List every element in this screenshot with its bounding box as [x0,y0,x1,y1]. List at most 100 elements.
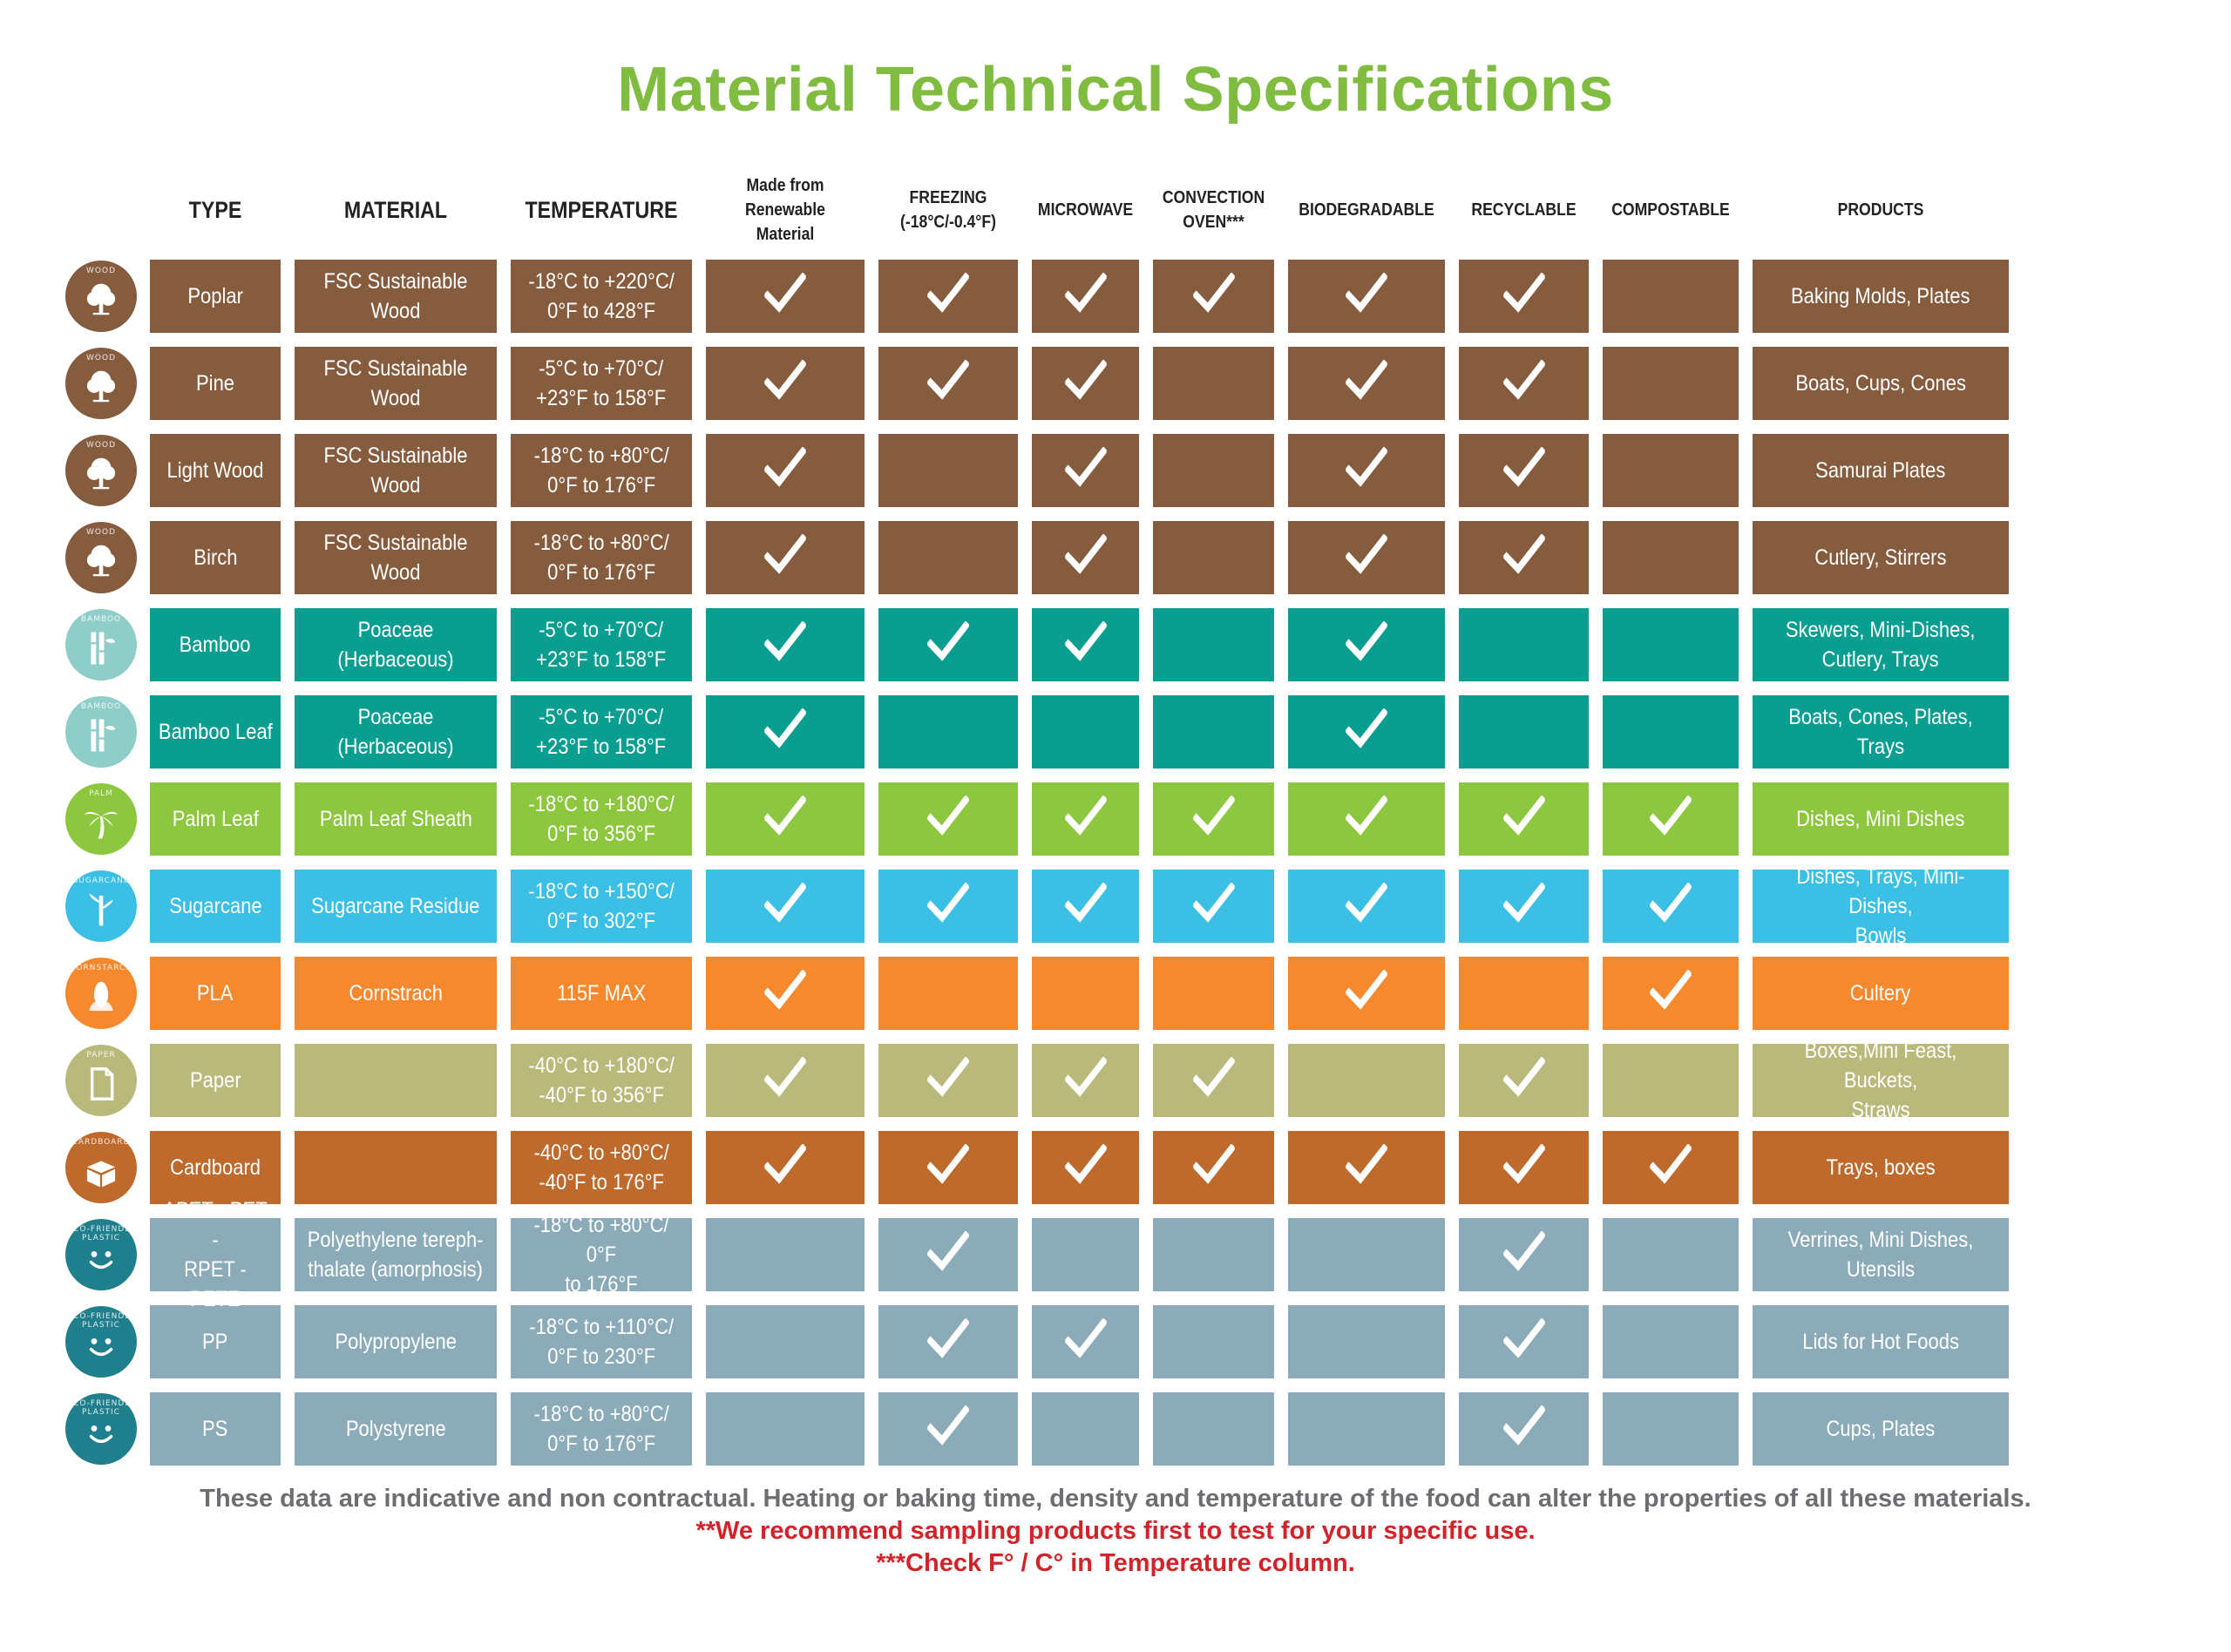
row-icon-cell: PAPER [59,1044,143,1117]
products-cell-bamboo: Skewers, Mini-Dishes, Cutlery, Trays [1753,608,2009,681]
type-cell-ps-text: PS [202,1417,228,1441]
bamboo-icon: BAMBOO [65,609,137,680]
compostable-cell-sugarcane [1603,870,1739,943]
renewable-cell-poplar [706,260,865,333]
compostable-cell-apet-pet-rpet-pete [1603,1218,1739,1291]
renewable-cell-palm-leaf [706,782,865,856]
microwave-cell-bamboo [1032,608,1139,681]
checkmark-icon [1191,881,1236,931]
checkmark-icon [1502,794,1546,843]
header-compostable: COMPOSTABLE [1611,200,1730,220]
material-cell-ps: Polystyrene [295,1392,497,1466]
freezing-cell-ps [878,1392,1018,1466]
products-cell-palm-leaf-text: Dishes, Mini Dishes [1796,807,1965,831]
checkmark-icon [1063,620,1108,669]
products-cell-birch-text: Cutlery, Stirrers [1814,545,1947,570]
microwave-cell-ps [1032,1392,1139,1466]
freezing-cell-pine [878,347,1018,420]
type-cell-bamboo-leaf: Bamboo Leaf [150,695,281,768]
products-cell-paper: Boxes,Mini Feast, Buckets, Straws [1753,1039,2009,1122]
checkmark-icon [1063,1055,1108,1105]
header-temperature: TEMPERATURE [525,197,678,223]
type-cell-cardboard-text: Cardboard [170,1155,261,1180]
products-cell-pp: Lids for Hot Foods [1753,1305,2009,1378]
type-cell-paper-text: Paper [189,1068,241,1093]
recyclable-cell-pine [1459,347,1589,420]
icon-label: WOOD [86,528,116,537]
icon-label: PAPER [86,1051,116,1060]
type-cell-pp-text: PP [202,1330,228,1354]
type-cell-sugarcane: Sugarcane [150,870,281,943]
smiley-icon: ECO-FRIENDLY PLASTIC [65,1306,137,1378]
type-cell-light-wood: Light Wood [150,434,281,507]
icon-label: ECO-FRIENDLY PLASTIC [67,1399,135,1417]
products-cell-apet-pet-rpet-pete-text: Verrines, Mini Dishes, Utensils [1787,1228,1974,1282]
products-cell-sugarcane: Dishes, Trays, Mini-Dishes, Bowls [1753,864,2009,948]
temperature-cell-pine-text: -5°C to +70°C/ +23°F to 158°F [536,356,667,410]
convection-cell-paper [1153,1044,1274,1117]
compostable-cell-palm-leaf [1603,782,1739,856]
header-freezing: FREEZING (-18°C/-0.4°F) [900,188,996,232]
checkmark-icon [926,271,971,321]
microwave-cell-poplar [1032,260,1139,333]
checkmark-icon [1502,881,1546,931]
row-icon-cell: ECO-FRIENDLY PLASTIC [59,1305,143,1378]
checkmark-icon [763,358,808,408]
corn-icon: CORNSTARCH [65,958,137,1029]
type-cell-poplar: Poplar [150,260,281,333]
checkmark-icon [763,881,808,931]
renewable-cell-birch [706,521,865,594]
biodegradable-cell-paper [1288,1044,1445,1117]
header-recyclable: RECYCLABLE [1471,200,1577,220]
recyclable-cell-pp [1459,1305,1589,1378]
recyclable-cell-paper [1459,1044,1589,1117]
material-cell-sugarcane: Sugarcane Residue [295,870,497,943]
checkmark-icon [926,620,971,669]
material-cell-poplar: FSC Sustainable Wood [295,260,497,333]
type-cell-pp: PP [150,1305,281,1378]
products-cell-bamboo-text: Skewers, Mini-Dishes, Cutlery, Trays [1786,618,1976,672]
checkmark-icon [926,1317,971,1366]
renewable-cell-sugarcane [706,870,865,943]
temperature-cell-bamboo-text: -5°C to +70°C/ +23°F to 158°F [536,618,667,672]
checkmark-icon [1648,1142,1693,1192]
type-cell-birch: Birch [150,521,281,594]
material-cell-bamboo-leaf: Poaceae (Herbaceous) [295,695,497,768]
biodegradable-cell-light-wood [1288,434,1445,507]
freezing-cell-birch [878,521,1018,594]
convection-cell-poplar [1153,260,1274,333]
checkmark-icon [926,881,971,931]
row-icon-cell: ECO-FRIENDLY PLASTIC [59,1392,143,1466]
header-microwave: MICROWAVE [1037,200,1134,220]
convection-cell-apet-pet-rpet-pete [1153,1218,1274,1291]
compostable-cell-poplar [1603,260,1739,333]
checkmark-icon [1502,1055,1546,1105]
convection-cell-pine [1153,347,1274,420]
temperature-cell-bamboo-leaf: -5°C to +70°C/ +23°F to 158°F [511,695,692,768]
products-cell-pla: Cultery [1753,957,2009,1030]
checkmark-icon [1344,620,1389,669]
products-cell-pla-text: Cultery [1850,981,1911,1005]
checkmark-icon [1344,1142,1389,1192]
temperature-cell-ps-text: -18°C to +80°C/ 0°F to 176°F [533,1402,669,1456]
checkmark-icon [1502,445,1546,495]
checkmark-icon [763,968,808,1018]
material-cell-birch-text: FSC Sustainable Wood [323,531,468,585]
temperature-cell-bamboo: -5°C to +70°C/ +23°F to 158°F [511,608,692,681]
compostable-cell-cardboard [1603,1131,1739,1204]
type-cell-palm-leaf-text: Palm Leaf [172,807,259,831]
type-cell-bamboo: Bamboo [150,608,281,681]
recyclable-cell-birch [1459,521,1589,594]
renewable-cell-pla [706,957,865,1030]
checkmark-icon [763,794,808,843]
temperature-cell-poplar: -18°C to +220°C/ 0°F to 428°F [511,260,692,333]
palm-tree-icon: PALM [65,783,137,855]
smiley-icon: ECO-FRIENDLY PLASTIC [65,1219,137,1290]
checkmark-icon [1502,1317,1546,1366]
freezing-cell-sugarcane [878,870,1018,943]
material-cell-pine-text: FSC Sustainable Wood [323,356,468,410]
icon-label: ECO-FRIENDLY PLASTIC [67,1312,135,1330]
header-convection: CONVECTION OVEN*** [1162,188,1265,232]
products-cell-cardboard: Trays, boxes [1753,1131,2009,1204]
icon-label: WOOD [86,267,116,275]
